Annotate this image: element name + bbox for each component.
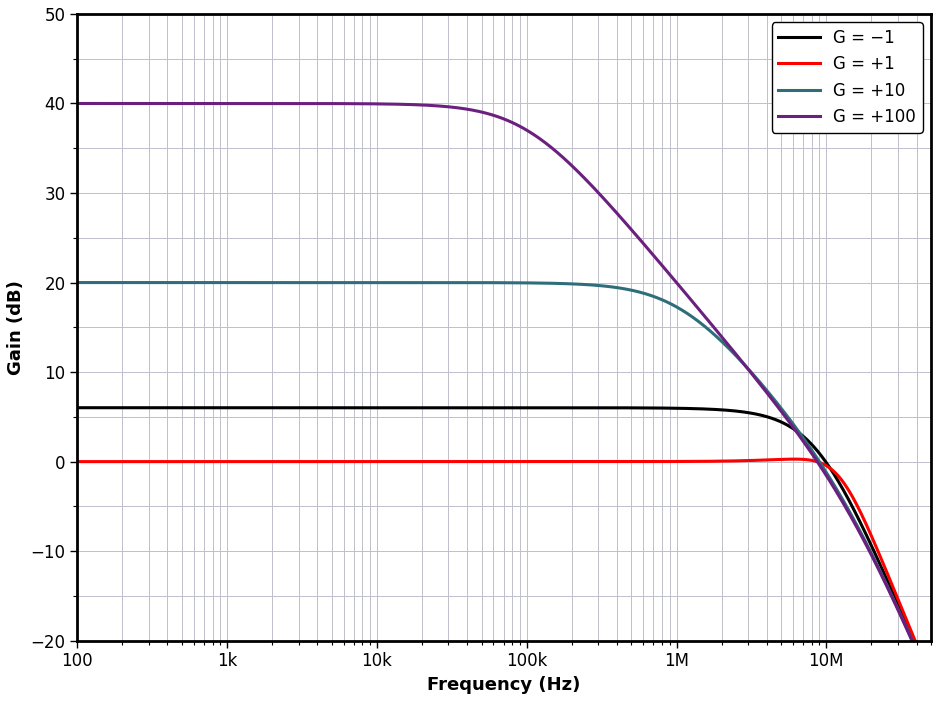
Line: G = +10: G = +10 [77, 283, 931, 683]
G = +1 [789, 455, 800, 463]
G = +1 [926, 675, 937, 683]
Line: G = +1: G = +1 [77, 459, 931, 679]
G = +10 [381, 278, 392, 287]
G = +1 [704, 457, 716, 465]
Y-axis label: Gain (dB): Gain (dB) [7, 280, 25, 375]
G = −1 [114, 404, 126, 412]
G = −1 [704, 405, 716, 414]
G = +1 [614, 457, 626, 465]
G = +10 [926, 679, 937, 688]
Line: G = +100: G = +100 [77, 104, 931, 683]
G = +100 [71, 100, 83, 108]
G = +10 [114, 278, 126, 287]
G = +10 [614, 284, 626, 292]
G = +10 [71, 278, 83, 287]
G = +100 [926, 679, 937, 688]
G = −1 [381, 404, 392, 412]
G = −1 [750, 410, 762, 418]
G = +100 [750, 374, 762, 383]
G = +100 [704, 319, 716, 327]
G = +100 [577, 172, 588, 180]
G = +100 [614, 212, 626, 221]
G = +1 [71, 458, 83, 466]
G = +10 [704, 327, 716, 335]
G = +100 [381, 100, 392, 108]
Legend: G = −1, G = +1, G = +10, G = +100: G = −1, G = +1, G = +10, G = +100 [772, 22, 923, 132]
G = +1 [577, 458, 588, 466]
G = −1 [926, 677, 937, 686]
X-axis label: Frequency (Hz): Frequency (Hz) [428, 676, 581, 694]
G = −1 [614, 404, 626, 412]
G = −1 [577, 404, 588, 412]
G = +1 [750, 456, 762, 465]
G = +10 [750, 374, 762, 382]
G = +1 [114, 458, 126, 466]
G = −1 [71, 404, 83, 412]
Line: G = −1: G = −1 [77, 408, 931, 681]
G = +10 [577, 280, 588, 289]
G = +1 [381, 458, 392, 466]
G = +100 [114, 100, 126, 108]
